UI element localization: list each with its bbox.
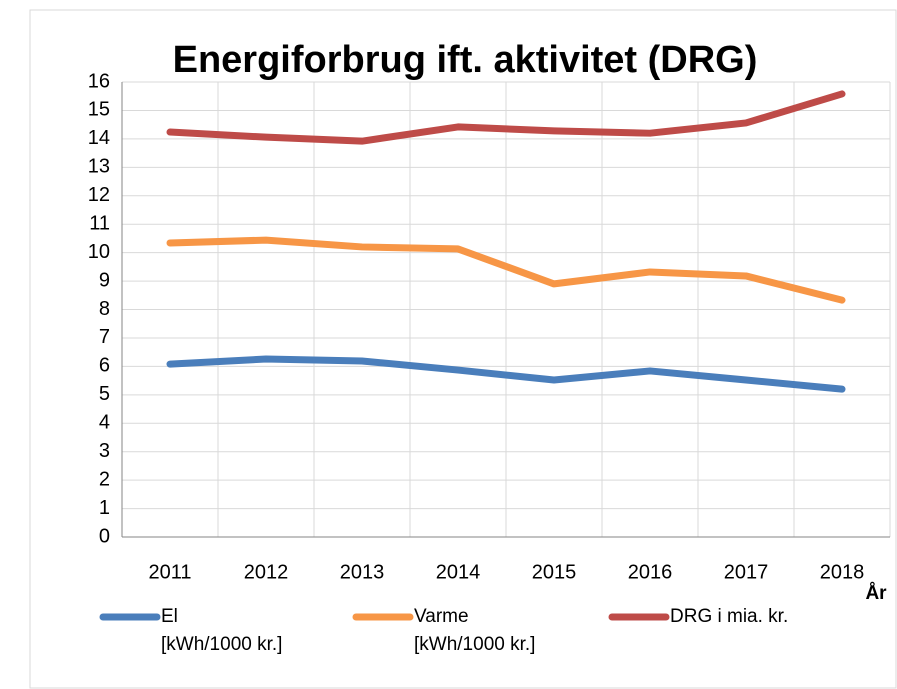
series-line — [166, 355, 846, 393]
y-tick-label: 0 — [99, 525, 110, 547]
y-tick-label: 16 — [88, 70, 110, 92]
chart-border — [29, 9, 897, 689]
y-tick-label: 3 — [99, 440, 110, 462]
y-tick-label: 12 — [88, 184, 110, 206]
y-tick-label: 4 — [99, 412, 110, 434]
y-tick-label: 13 — [88, 156, 110, 178]
x-tick-label: 2015 — [532, 561, 577, 583]
x-tick-label: 2012 — [244, 561, 289, 583]
legend-label: El [kWh/1000 kr.] — [161, 606, 283, 655]
x-axis-label: År — [865, 583, 887, 604]
chart-title: Energiforbrug ift. aktivitet (DRG) — [173, 39, 758, 81]
y-tick-label: 5 — [99, 383, 110, 405]
y-tick-label: 6 — [99, 355, 110, 377]
y-tick-label: 1 — [99, 497, 110, 519]
y-tick-label: 11 — [89, 212, 110, 234]
legend-label: DRG i mia. kr. — [670, 606, 789, 627]
y-tick-label: 10 — [88, 241, 110, 263]
y-tick-label: 9 — [99, 269, 110, 291]
x-tick-label: 2011 — [148, 561, 191, 583]
y-tick-label: 14 — [88, 127, 110, 149]
y-tick-label: 7 — [99, 326, 110, 348]
x-tick-label: 2016 — [628, 561, 673, 583]
series-line — [166, 90, 846, 145]
legend-label: Varme [kWh/1000 kr.] — [414, 606, 536, 655]
x-tick-label: 2017 — [724, 561, 769, 583]
series-line — [166, 236, 846, 304]
x-tick-label: 2014 — [436, 561, 481, 583]
x-tick-label: 2018 — [820, 561, 865, 583]
y-tick-label: 8 — [99, 298, 110, 320]
y-tick-label: 15 — [88, 99, 110, 121]
x-tick-label: 2013 — [340, 561, 385, 583]
y-tick-label: 2 — [99, 468, 110, 490]
